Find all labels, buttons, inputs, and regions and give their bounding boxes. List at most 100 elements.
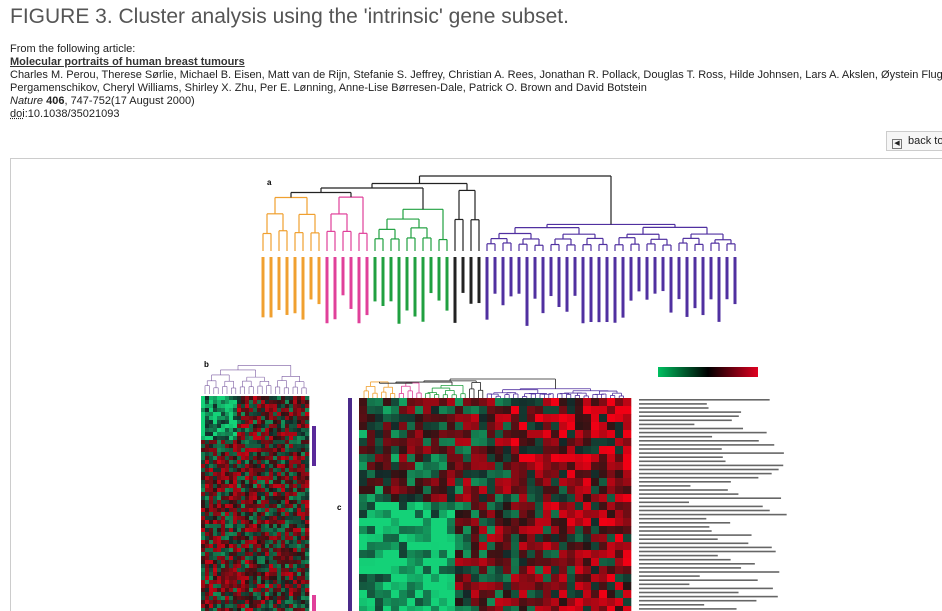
- heatmap-cell: [503, 510, 512, 519]
- heatmap-cell: [201, 400, 206, 405]
- heatmap-cell: [551, 526, 560, 535]
- heatmap-cell: [289, 432, 294, 437]
- heatmap-cell: [623, 534, 632, 543]
- heatmap-cell: [217, 400, 222, 405]
- heatmap-cell: [285, 528, 290, 533]
- heatmap-cell: [289, 416, 294, 421]
- heatmap-cell: [293, 480, 298, 485]
- heatmap-cell: [233, 556, 238, 561]
- gene-label: [639, 513, 787, 516]
- heatmap-cell: [229, 548, 234, 553]
- heatmap-cell: [527, 454, 536, 463]
- heatmap-cell: [245, 480, 250, 485]
- doi-link[interactable]: :10.1038/35021093: [24, 108, 120, 120]
- article-link[interactable]: Molecular portraits of human breast tumo…: [10, 56, 245, 68]
- heatmap-cell: [559, 454, 568, 463]
- heatmap-cell: [209, 420, 214, 425]
- heatmap-cell: [245, 460, 250, 465]
- heatmap-cell: [269, 528, 274, 533]
- gene-label: [639, 517, 707, 520]
- gene-label: [639, 542, 749, 545]
- heatmap-cell: [495, 574, 504, 583]
- heatmap-cell: [261, 564, 266, 569]
- heatmap-cell: [367, 438, 376, 447]
- heatmap-cell: [205, 460, 210, 465]
- heatmap-cell: [503, 422, 512, 431]
- heatmap-cell: [297, 592, 302, 597]
- heatmap-cell: [265, 540, 270, 545]
- heatmap-cell: [623, 558, 632, 567]
- heatmap-cell: [305, 556, 310, 561]
- heatmap-cell: [205, 588, 210, 593]
- gene-label: [639, 481, 731, 483]
- heatmap-cell: [213, 516, 218, 521]
- heatmap-cell: [285, 520, 290, 525]
- heatmap-cell: [257, 592, 262, 597]
- heatmap-cell: [201, 556, 206, 561]
- heatmap-cell: [511, 398, 520, 407]
- heatmap-cell: [415, 518, 424, 527]
- heatmap-cell: [479, 430, 488, 439]
- heatmap-cell: [623, 454, 632, 463]
- heatmap-cell: [463, 590, 472, 599]
- heatmap-cell: [221, 592, 226, 597]
- heatmap-cell: [359, 446, 368, 455]
- heatmap-cell: [281, 420, 286, 425]
- heatmap-cell: [213, 432, 218, 437]
- heatmap-cell: [201, 464, 206, 469]
- heatmap-cell: [261, 440, 266, 445]
- heatmap-cell: [209, 504, 214, 509]
- heatmap-cell: [261, 428, 266, 433]
- heatmap-cell: [415, 462, 424, 471]
- back-button[interactable]: ◀ back to: [886, 131, 942, 151]
- heatmap-cell: [415, 534, 424, 543]
- heatmap-cell: [575, 438, 584, 447]
- heatmap-cell: [503, 398, 512, 407]
- heatmap-cell: [213, 460, 218, 465]
- heatmap-cell: [229, 512, 234, 517]
- heatmap-cell: [591, 550, 600, 559]
- heatmap-cell: [359, 502, 368, 511]
- heatmap-cell: [511, 502, 520, 511]
- article-info: From the following article: Molecular po…: [10, 43, 942, 121]
- heatmap-cell: [567, 606, 576, 611]
- heatmap-cell: [375, 398, 384, 407]
- heatmap-cell: [285, 484, 290, 489]
- heatmap-cell: [375, 478, 384, 487]
- heatmap-cell: [623, 598, 632, 607]
- heatmap-cell: [257, 472, 262, 477]
- heatmap-cell: [463, 606, 472, 611]
- heatmap-cell: [575, 486, 584, 495]
- heatmap-cell: [221, 524, 226, 529]
- heatmap-cell: [261, 460, 266, 465]
- heatmap-cell: [367, 454, 376, 463]
- heatmap-cell: [551, 574, 560, 583]
- heatmap-cell: [439, 398, 448, 407]
- heatmap-cell: [591, 430, 600, 439]
- heatmap-cell: [575, 446, 584, 455]
- heatmap-cell: [359, 470, 368, 479]
- heatmap-cell: [599, 462, 608, 471]
- heatmap-cell: [559, 414, 568, 423]
- heatmap-cell: [281, 444, 286, 449]
- heatmap-cell: [257, 568, 262, 573]
- heatmap-cell: [599, 502, 608, 511]
- heatmap-cell: [217, 588, 222, 593]
- heatmap-cell: [265, 408, 270, 413]
- heatmap-cell: [375, 534, 384, 543]
- heatmap-cell: [205, 420, 210, 425]
- heatmap-cell: [301, 512, 306, 517]
- heatmap-cell: [591, 574, 600, 583]
- heatmap-cell: [503, 542, 512, 551]
- heatmap-cell: [213, 600, 218, 605]
- heatmap-cell: [257, 444, 262, 449]
- heatmap-cell: [217, 548, 222, 553]
- heatmap-cell: [249, 396, 254, 401]
- heatmap-cell: [213, 532, 218, 537]
- heatmap-cell: [431, 574, 440, 583]
- heatmap-cell: [201, 500, 206, 505]
- heatmap-cell: [281, 424, 286, 429]
- heatmap-cell: [367, 414, 376, 423]
- heatmap-cell: [285, 596, 290, 601]
- heatmap-cell: [423, 510, 432, 519]
